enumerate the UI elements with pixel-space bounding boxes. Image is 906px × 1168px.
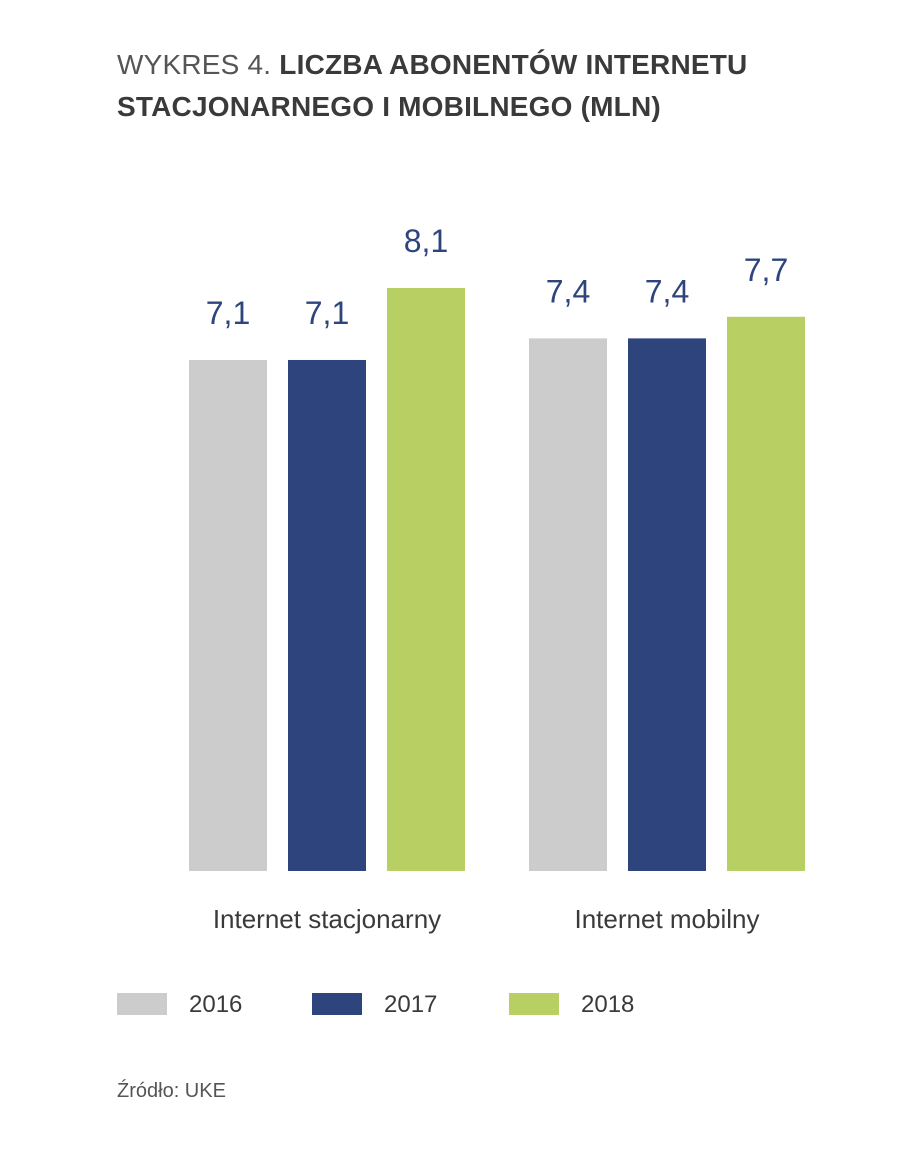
legend-swatch — [509, 993, 559, 1015]
bar-2016-stacjonarny — [189, 359, 267, 871]
bar-2016-mobilny — [529, 338, 607, 872]
value-label: 7,4 — [645, 273, 689, 309]
chart-title-prefix: WYKRES 4. — [117, 49, 272, 80]
value-label: 7,7 — [744, 252, 788, 288]
bar-2018-stacjonarny — [387, 288, 465, 871]
bar-chart: 7,1 7,4 7,1 7,4 8,1 7,7 Internet stacjonarny In… — [189, 223, 805, 934]
value-label: 7,1 — [206, 295, 250, 331]
bar-2018-mobilny — [727, 316, 805, 871]
category-label: Internet mobilny — [575, 904, 760, 934]
chart-title-main: LICZBA ABONENTÓW INTERNETU STACJONARNEGO… — [117, 49, 748, 122]
legend-swatch — [117, 993, 167, 1015]
value-label: 8,1 — [404, 223, 448, 259]
bar-2017-mobilny — [628, 338, 706, 872]
value-label: 7,4 — [546, 273, 590, 309]
legend-swatch — [312, 993, 362, 1015]
category-label: Internet stacjonarny — [213, 904, 441, 934]
legend-label: 2017 — [384, 991, 438, 1018]
chart-title: WYKRES 4. LICZBA ABONENTÓW INTERNETU STA… — [117, 44, 837, 128]
source-note: Źródło: UKE — [117, 1080, 226, 1102]
legend-label: 2018 — [581, 991, 635, 1018]
bar-2017-stacjonarny — [288, 359, 366, 871]
legend-label: 2016 — [189, 991, 243, 1018]
value-label: 7,1 — [305, 295, 349, 331]
